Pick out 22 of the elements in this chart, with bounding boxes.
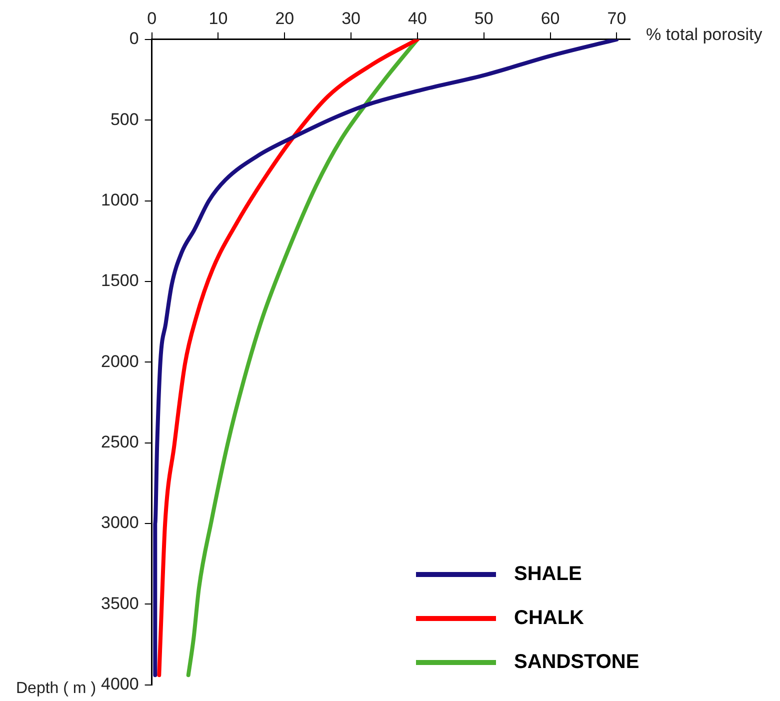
- y-tick-label: 3500: [100, 594, 139, 613]
- x-tick-label: 40: [408, 8, 427, 28]
- y-tick-label: 500: [110, 110, 139, 129]
- x-tick-label: 30: [342, 8, 361, 28]
- x-tick-label: 0: [147, 8, 157, 28]
- x-axis-title: % total porosity: [646, 25, 762, 45]
- y-tick-label: 0: [129, 29, 139, 48]
- y-tick-label: 2000: [100, 352, 139, 371]
- x-tick-label: 10: [208, 8, 228, 28]
- x-tick-label: 70: [607, 8, 626, 28]
- y-tick-label: 2500: [100, 432, 139, 452]
- y-axis-title: Depth ( m ): [16, 680, 96, 698]
- x-tick-label: 60: [540, 8, 560, 28]
- x-tick-label: 50: [474, 8, 494, 28]
- legend-label: SANDSTONE: [514, 650, 640, 674]
- legend-label: CHALK: [514, 606, 584, 630]
- y-tick-label: 4000: [100, 674, 139, 694]
- y-tick-label: 1000: [100, 190, 139, 210]
- y-tick-label: 1500: [100, 271, 139, 290]
- legend-label: SHALE: [514, 562, 582, 586]
- x-tick-label: 20: [275, 8, 294, 28]
- y-tick-label: 3000: [100, 513, 139, 532]
